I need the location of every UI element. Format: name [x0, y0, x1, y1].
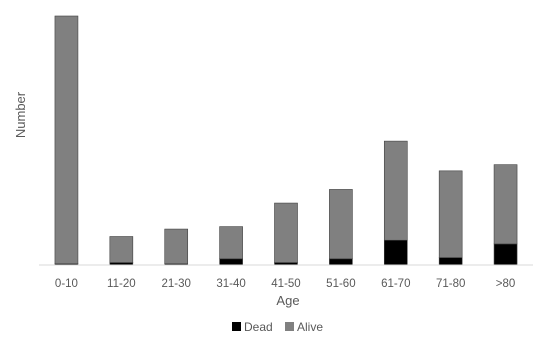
bar-alive-2: [109, 236, 134, 263]
bar-dead-7: [383, 239, 408, 266]
bars-layer: [54, 15, 518, 266]
bar-dead-6: [329, 258, 353, 266]
bar-alive-4: [219, 226, 243, 260]
bar-alive-5: [274, 202, 298, 263]
legend-label-dead: Dead: [244, 320, 273, 334]
bar-alive-3: [164, 228, 189, 265]
bar-alive-8: [438, 170, 463, 258]
x-tick-label: 11-20: [107, 278, 136, 290]
x-tick-label: 31-40: [216, 278, 245, 290]
legend: Dead Alive: [232, 320, 323, 334]
legend-swatch-alive: [285, 322, 294, 331]
bar-alive-1: [54, 15, 79, 265]
legend-swatch-dead: [232, 322, 241, 331]
x-tick-label: >80: [496, 278, 516, 290]
x-tick-label: 21-30: [162, 278, 191, 290]
bar-alive-6: [329, 189, 353, 260]
x-tick-label: 0-10: [55, 278, 78, 290]
bar-alive-7: [383, 140, 408, 241]
x-tick-label: 61-70: [381, 278, 410, 290]
x-tick-label: 41-50: [271, 278, 300, 290]
bar-dead-4: [219, 258, 243, 266]
x-tick-labels: 0-10 11-20 21-30 31-40 41-50 51-60 61-70 71-80 >…: [55, 278, 515, 290]
bar-dead-9: [493, 243, 518, 266]
x-axis-title: Age: [276, 293, 299, 308]
bar-alive-9: [493, 164, 518, 245]
y-axis-title: Number: [13, 91, 28, 138]
bar-dead-8: [438, 257, 463, 266]
x-tick-label: 51-60: [326, 278, 355, 290]
x-tick-label: 71-80: [436, 278, 465, 290]
legend-label-alive: Alive: [297, 320, 323, 334]
